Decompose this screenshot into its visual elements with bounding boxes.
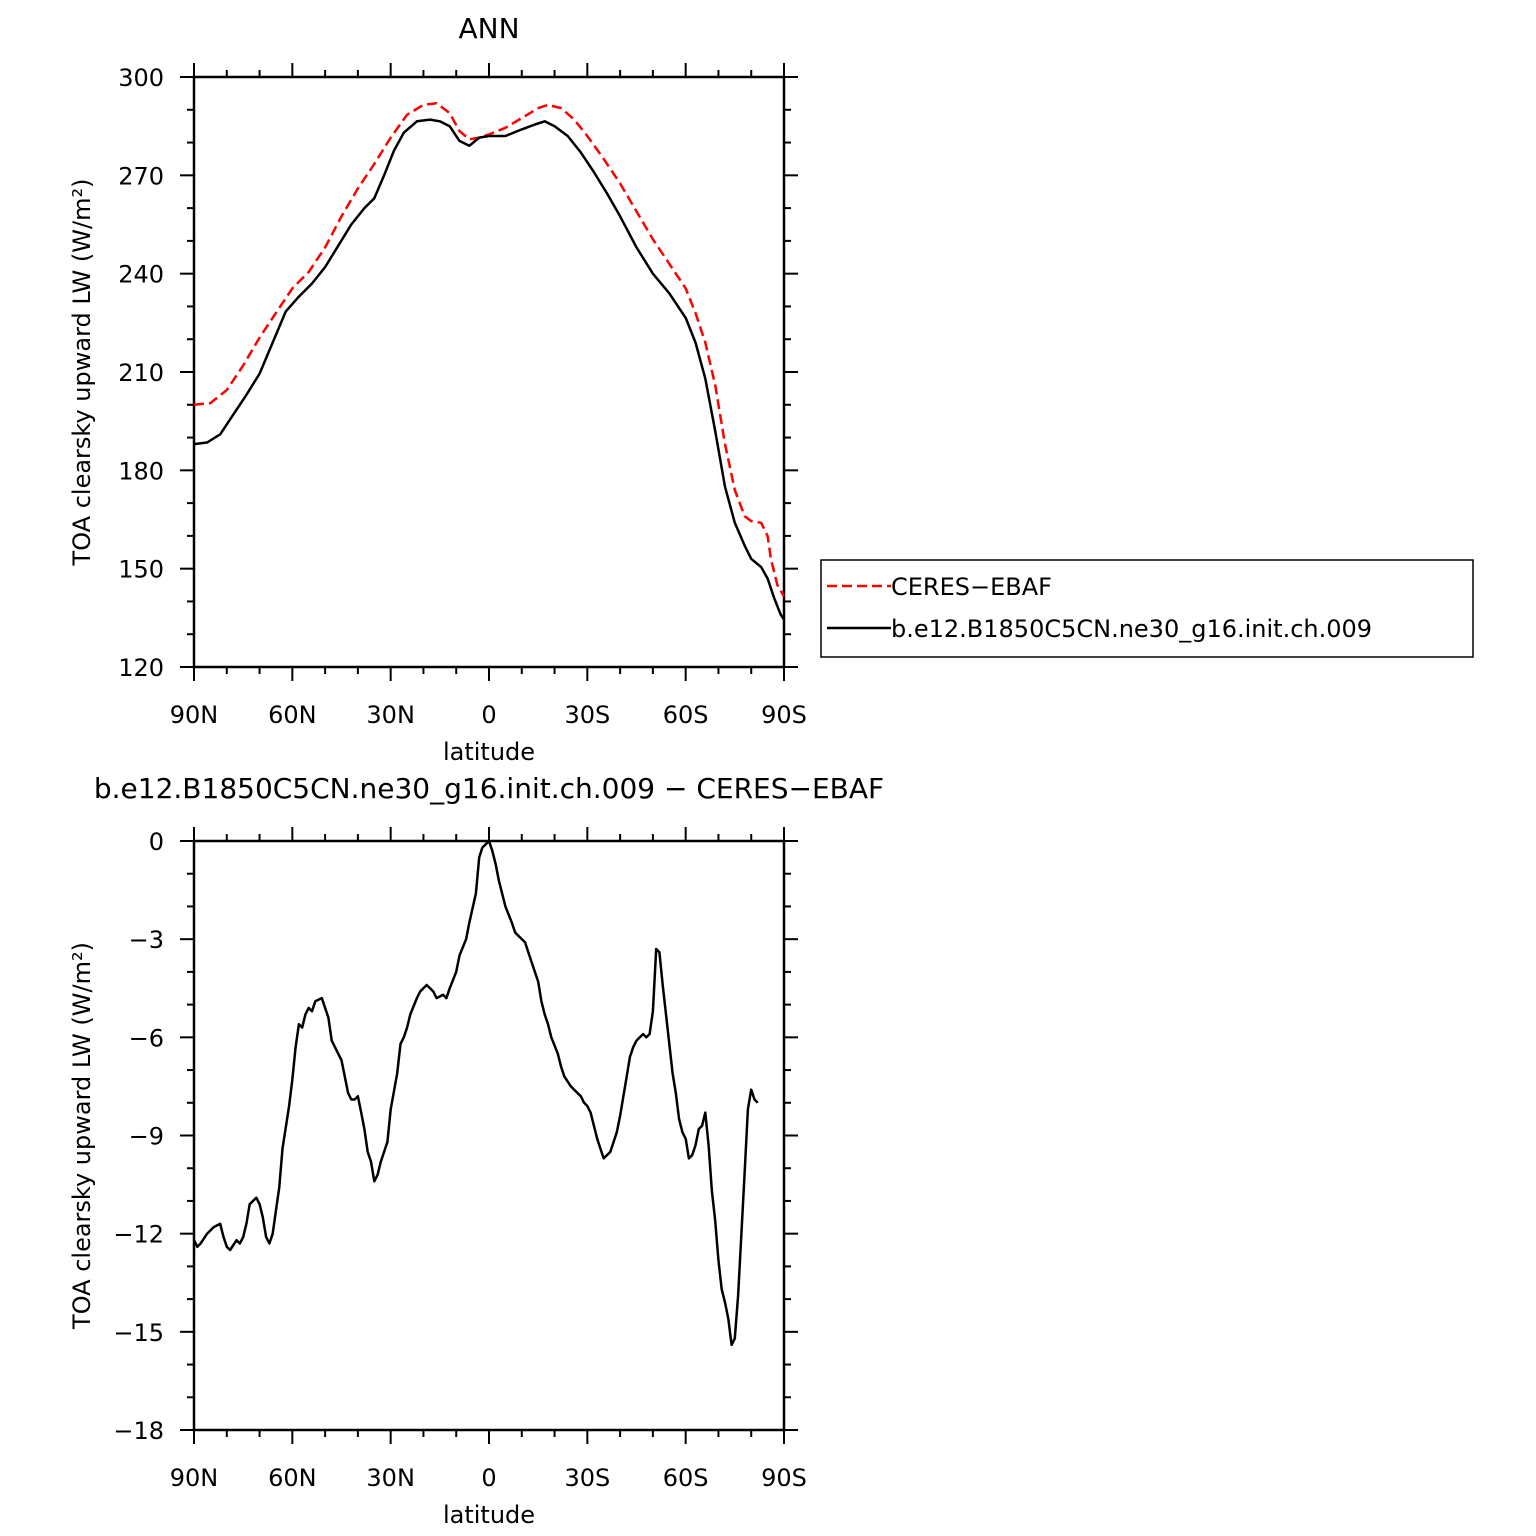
top-x-tick-label: 0: [481, 701, 496, 729]
legend-box: [820, 559, 1474, 658]
top-x-tick-label: 30N: [366, 701, 415, 729]
bottom-x-axis-label: latitude: [443, 1501, 535, 1529]
top-y-tick-label: 240: [118, 261, 164, 289]
top-y-tick-label: 300: [118, 64, 164, 92]
top-plot-frame: [192, 75, 786, 669]
bottom-y-tick-label: −18: [113, 1417, 164, 1445]
bottom-x-tick-label: 90N: [170, 1464, 219, 1492]
bottom-panel-difference: b.e12.B1850C5CN.ne30_g16.init.ch.009 − C…: [68, 772, 884, 1529]
top-x-axis-label: latitude: [443, 738, 535, 766]
bottom-x-tick-label: 30S: [564, 1464, 610, 1492]
legend-label-model: b.e12.B1850C5CN.ne30_g16.init.ch.009: [891, 615, 1372, 643]
top-panel-annual-mean: ANN 90N 60N 30N 0 30S 60S 90S 120 150 180 210 240 270…: [68, 12, 807, 766]
top-chart-title: ANN: [458, 12, 519, 45]
bottom-x-tick-label: 60N: [268, 1464, 317, 1492]
top-y-tick-label: 120: [118, 654, 164, 682]
top-y-tick-label: 150: [118, 556, 164, 584]
bottom-y-tick-label: 0: [149, 828, 164, 856]
legend-label-ceres-ebaf: CERES−EBAF: [891, 573, 1052, 601]
bottom-series-line-difference: [192, 839, 759, 1347]
top-x-tick-label: 30S: [564, 701, 610, 729]
bottom-y-tick-label: −9: [129, 1123, 164, 1151]
top-y-tick-label: 180: [118, 457, 164, 485]
bottom-chart-title: b.e12.B1850C5CN.ne30_g16.init.ch.009 − C…: [94, 772, 884, 805]
top-y-tick-label: 270: [118, 162, 164, 190]
top-y-tick-label: 210: [118, 359, 164, 387]
bottom-x-tick-label: 90S: [761, 1464, 807, 1492]
top-series-line-ceres-ebaf: [193, 101, 786, 598]
bottom-plot-frame: [192, 839, 786, 1432]
top-x-tick-label: 60S: [663, 701, 709, 729]
bottom-y-tick-label: −6: [129, 1024, 164, 1052]
legend: CERES−EBAF b.e12.B1850C5CN.ne30_g16.init.…: [820, 559, 1474, 658]
top-y-axis-label: TOA clearsky upward LW (W/m²): [68, 179, 96, 567]
top-x-tick-label: 90S: [761, 701, 807, 729]
bottom-y-tick-label: −15: [113, 1319, 164, 1347]
top-x-tick-label: 60N: [268, 701, 317, 729]
bottom-x-tick-label: 30N: [366, 1464, 415, 1492]
bottom-x-tick-label: 60S: [663, 1464, 709, 1492]
top-series-line-model: [193, 118, 786, 621]
bottom-y-axis-label: TOA clearsky upward LW (W/m²): [68, 942, 96, 1330]
bottom-y-tick-label: −3: [129, 926, 164, 954]
bottom-y-tick-label: −12: [113, 1221, 164, 1249]
bottom-x-tick-label: 0: [481, 1464, 496, 1492]
top-x-tick-label: 90N: [170, 701, 219, 729]
